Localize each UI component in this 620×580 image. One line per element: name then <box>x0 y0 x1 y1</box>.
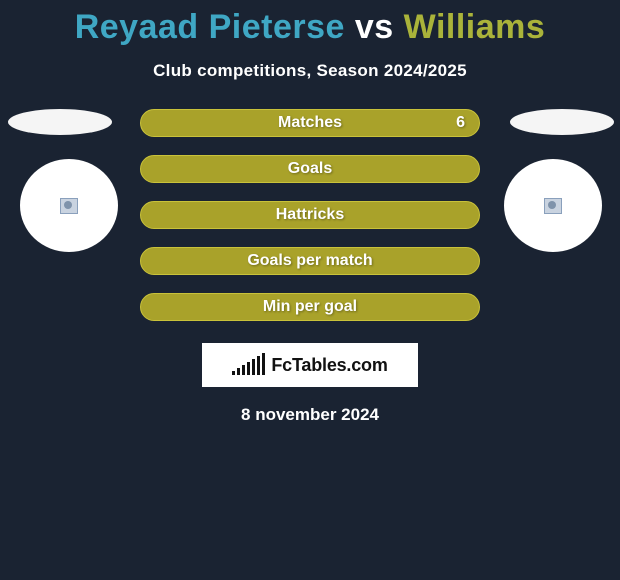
stat-pill-goals: Goals <box>140 155 480 183</box>
stat-pill-matches: Matches 6 <box>140 109 480 137</box>
stat-pill-min-per-goal: Min per goal <box>140 293 480 321</box>
stat-pill-goals-per-match: Goals per match <box>140 247 480 275</box>
player2-name: Williams <box>404 8 546 46</box>
brand-card: FcTables.com <box>202 343 418 387</box>
stat-pill-hattricks: Hattricks <box>140 201 480 229</box>
image-placeholder-icon <box>60 198 78 214</box>
date-text: 8 november 2024 <box>0 405 620 425</box>
title-vs: vs <box>355 8 394 46</box>
stat-pill-list: Matches 6 Goals Hattricks Goals per matc… <box>140 109 480 321</box>
left-ellipse-decor <box>8 109 112 135</box>
right-ellipse-decor <box>510 109 614 135</box>
player1-badge <box>20 159 118 252</box>
brand-text: FcTables.com <box>271 355 387 376</box>
subtitle: Club competitions, Season 2024/2025 <box>0 61 620 81</box>
brand-bars-icon <box>232 355 265 375</box>
stat-label: Goals per match <box>247 252 372 270</box>
stat-label: Matches <box>278 114 342 132</box>
page-title: Reyaad Pieterse vs Williams <box>0 0 620 47</box>
player2-badge <box>504 159 602 252</box>
comparison-stage: Matches 6 Goals Hattricks Goals per matc… <box>0 109 620 321</box>
stat-label: Hattricks <box>276 206 344 224</box>
image-placeholder-icon <box>544 198 562 214</box>
player1-name: Reyaad Pieterse <box>75 8 345 46</box>
stat-label: Min per goal <box>263 298 357 316</box>
stat-label: Goals <box>288 160 332 178</box>
stat-right-value: 6 <box>456 114 465 132</box>
